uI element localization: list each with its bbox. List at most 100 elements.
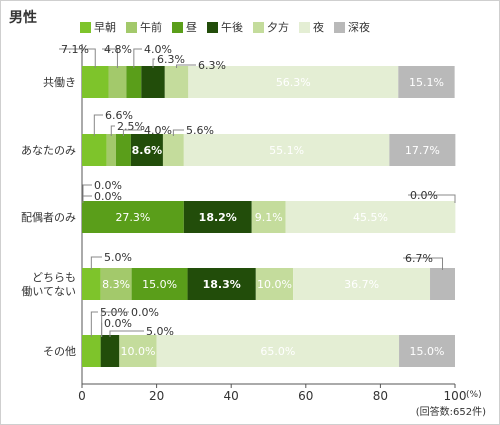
legend-label-2: 昼 [186,21,197,34]
leader-line-3-6 [403,257,444,270]
data-label-3-5: 36.7% [344,278,379,291]
bar-2-2 [82,201,184,233]
callout-label-4-1: 0.0% [104,317,132,330]
callout-label-0-1: 4.8% [104,43,132,56]
leader-line-2-6 [408,194,456,203]
category-label-3-1: 働いてない [21,285,76,298]
legend-item-3: 午後 [207,19,243,35]
data-label-3-4: 10.0% [257,278,292,291]
callout-label-1-0: 6.6% [105,109,133,122]
bar-0-1 [108,66,127,98]
legend-label-5: 夜 [313,21,324,34]
bar-0-2 [126,66,142,98]
legend-swatch-5 [299,21,310,33]
legend-item-0: 早朝 [80,19,116,35]
data-label-1-3: 8.6% [132,144,163,157]
legend-swatch-6 [334,21,345,33]
bar-1-2 [115,134,131,166]
legend-item-5: 夜 [299,19,324,35]
bar-4-4 [119,335,157,367]
data-label-1-6: 17.7% [405,144,440,157]
bar-3-6 [430,268,455,300]
bar-1-0 [82,134,107,166]
data-label-4-5: 65.0% [260,345,295,358]
callout-label-4-2: 0.0% [131,306,159,319]
data-label-0-6: 15.1% [409,76,444,89]
x-unit-label: (%) [466,390,482,400]
callout-label-0-4: 6.3% [198,59,226,72]
bar-3-0 [82,268,101,300]
category-label-0: 共働き [43,76,76,89]
bar-4-3 [100,335,120,367]
bar-3-4 [255,268,294,300]
category-label-1: あなたのみ [21,144,76,157]
callout-label-2-6: 0.0% [410,189,438,202]
bar-1-6 [389,134,456,166]
leader-line-0-0 [59,48,96,68]
leader-line-0-3 [152,58,155,68]
leader-line-1-2 [122,129,142,136]
leader-line-3-0 [90,256,102,270]
bar-4-0 [82,335,101,367]
callout-label-1-2: 4.0% [144,124,172,137]
legend-swatch-1 [126,21,137,33]
x-tick-label-4: 80 [373,389,388,403]
legend-label-6: 深夜 [348,21,370,34]
legend-swatch-4 [253,21,264,33]
callout-label-1-1: 2.5% [117,120,145,133]
callout-label-2-1: 0.0% [94,190,122,203]
legend-item-6: 深夜 [334,19,370,35]
leader-line-4-0 [90,311,98,337]
bar-2-4 [251,201,286,233]
callout-label-0-3: 6.3% [157,53,185,66]
bar-1-1 [106,134,116,166]
category-label-4: その他 [43,345,76,358]
bar-3-1 [100,268,132,300]
bar-1-3 [130,134,163,166]
leader-line-0-4 [176,64,196,68]
data-label-2-4: 9.1% [255,211,283,224]
leader-line-1-1 [110,125,115,136]
data-label-3-1: 8.3% [102,278,130,291]
x-tick-label-5: 100 [444,389,467,403]
bar-4-5 [156,335,400,367]
callout-label-0-0: 7.1% [61,43,89,56]
bar-0-0 [82,66,109,98]
legend-item-1: 午前 [126,19,162,35]
category-label-2: 配偶者のみ [21,211,76,224]
data-label-1-5: 55.1% [269,144,304,157]
callout-label-3-6: 6.7% [405,252,433,265]
data-label-4-6: 15.0% [410,345,445,358]
legend: 早朝 午前 昼 午後 夕方 夜 深夜 [80,19,380,35]
legend-label-4: 夕方 [267,21,289,34]
data-label-2-3: 18.2% [199,211,237,224]
data-label-3-2: 15.0% [142,278,177,291]
category-label-3-0: どちらも [32,271,76,284]
leader-line-1-4 [172,129,184,136]
bar-2-3 [183,201,252,233]
bar-2-5 [285,201,456,233]
leader-line-2-1 [82,195,92,203]
leader-line-0-1 [102,48,118,68]
data-label-2-5: 45.5% [353,211,388,224]
legend-item-2: 昼 [172,19,197,35]
leader-line-2-0 [82,184,92,203]
legend-swatch-0 [80,21,91,33]
callout-label-0-2: 4.0% [144,43,172,56]
leader-line-0-2 [133,48,142,68]
callout-label-1-4: 5.6% [186,124,214,137]
callout-label-2-0: 0.0% [94,179,122,192]
data-label-2-2: 27.3% [115,211,150,224]
bar-0-6 [398,66,455,98]
legend-swatch-2 [172,21,183,33]
data-label-0-5: 56.3% [276,76,311,89]
leader-line-4-2 [101,311,129,337]
bar-1-4 [162,134,184,166]
leader-line-4-3 [109,330,144,337]
bar-4-6 [399,335,455,367]
bar-3-2 [131,268,188,300]
x-tick-label-0: 0 [78,389,86,403]
legend-label-1: 午前 [140,21,162,34]
x-tick-label-3: 60 [298,389,313,403]
